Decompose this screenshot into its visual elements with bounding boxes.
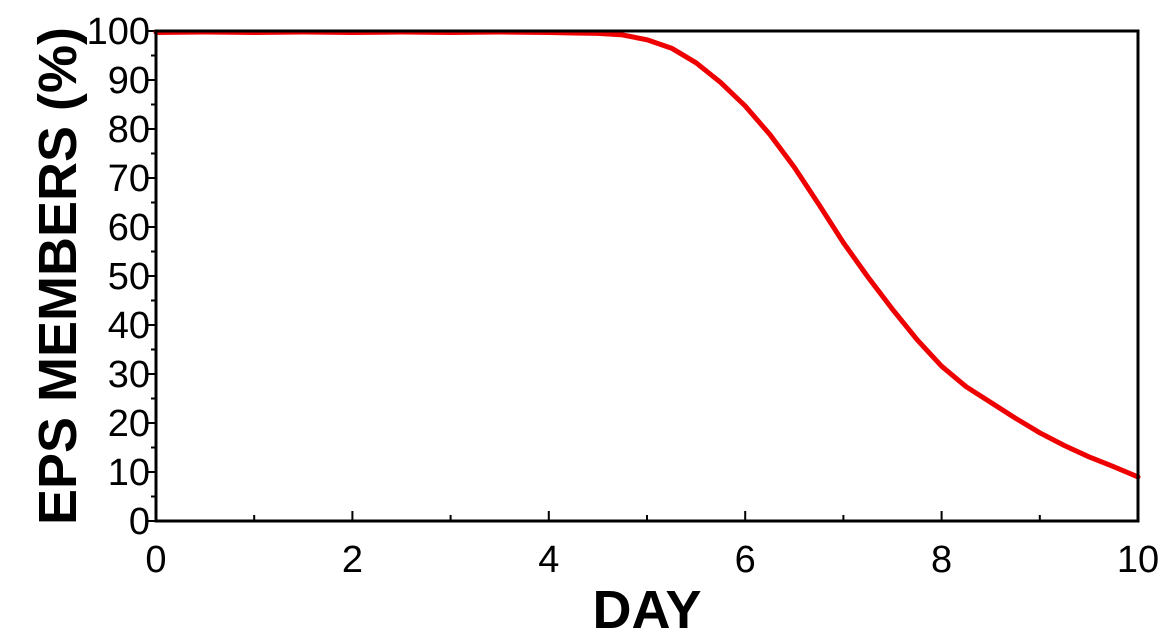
y-tick-label: 50: [108, 256, 150, 298]
y-tick-label: 100: [87, 11, 150, 53]
x-tick-label: 10: [1117, 539, 1159, 581]
y-tick-label: 70: [108, 158, 150, 200]
y-axis-title: EPS MEMBERS (%): [28, 27, 88, 525]
y-tick-label: 30: [108, 354, 150, 396]
y-tick-label: 80: [108, 109, 150, 151]
plot-frame: [154, 29, 1140, 523]
series-lines: [153, 29, 1141, 480]
x-tick-label: 4: [538, 539, 559, 581]
x-tick-label: 0: [145, 539, 166, 581]
y-tick-label: 10: [108, 452, 150, 494]
y-tick-label: 90: [108, 60, 150, 102]
x-tick-label: 8: [931, 539, 952, 581]
y-tick-label: 0: [129, 501, 150, 543]
x-tick-label: 2: [342, 539, 363, 581]
y-tick-label: 40: [108, 305, 150, 347]
y-tick-label: 20: [108, 403, 150, 445]
y-tick-label: 60: [108, 207, 150, 249]
x-tick-label: 6: [735, 539, 756, 581]
x-axis-title: DAY: [592, 580, 701, 637]
series-line: [153, 29, 1141, 480]
tick-marks: [148, 30, 1139, 522]
